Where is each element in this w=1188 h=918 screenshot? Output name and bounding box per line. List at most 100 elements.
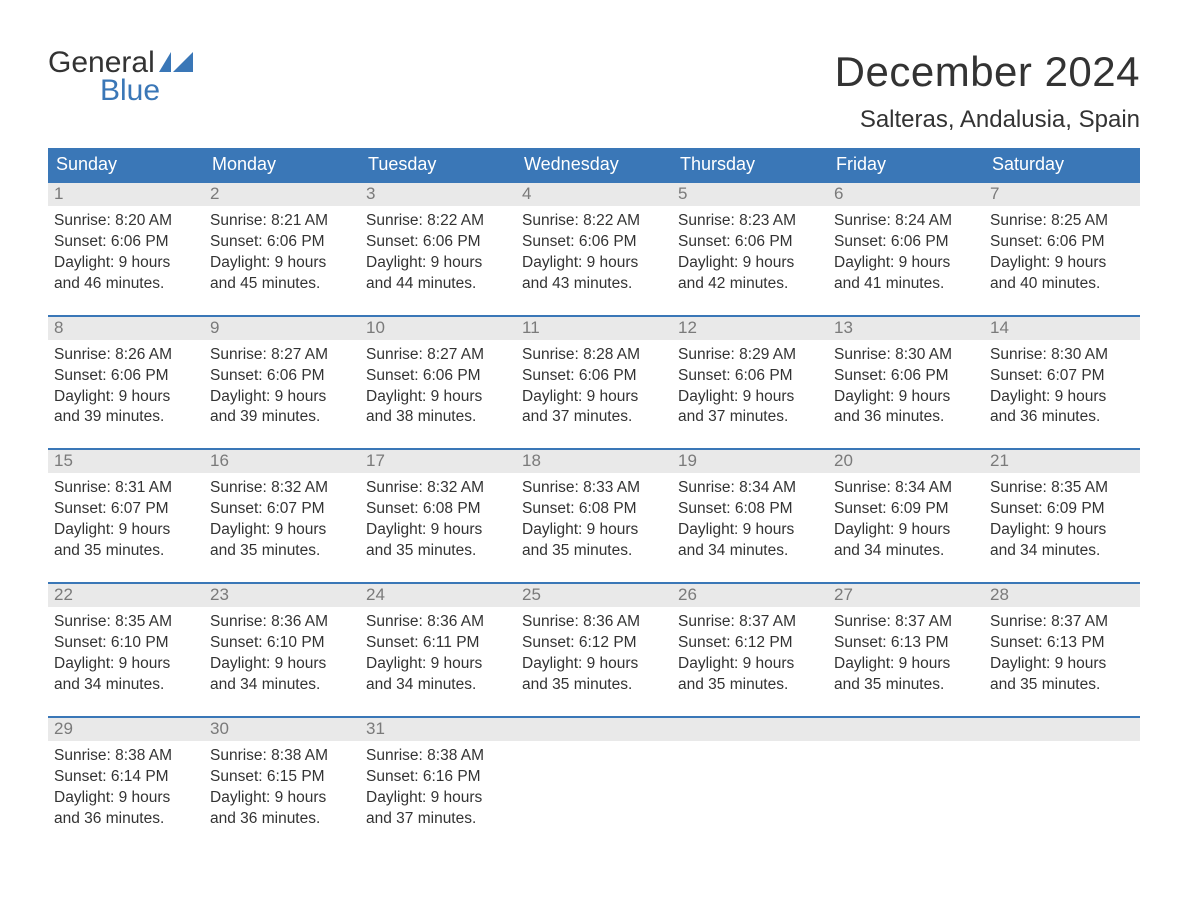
- weekday-sunday: Sunday: [48, 148, 204, 181]
- day-body: Sunrise: 8:21 AMSunset: 6:06 PMDaylight:…: [204, 206, 360, 303]
- daylight-line-2: and 37 minutes.: [678, 407, 822, 428]
- day-body: Sunrise: 8:28 AMSunset: 6:06 PMDaylight:…: [516, 340, 672, 437]
- sunset-text: Sunset: 6:09 PM: [990, 499, 1134, 520]
- sunset-text: Sunset: 6:09 PM: [834, 499, 978, 520]
- daylight-line-1: Daylight: 9 hours: [834, 654, 978, 675]
- sunset-text: Sunset: 6:06 PM: [990, 232, 1134, 253]
- day-number: 3: [360, 183, 516, 206]
- daylight-line-2: and 39 minutes.: [54, 407, 198, 428]
- sunrise-text: Sunrise: 8:36 AM: [210, 612, 354, 633]
- week-row: 1Sunrise: 8:20 AMSunset: 6:06 PMDaylight…: [48, 181, 1140, 303]
- sunrise-text: Sunrise: 8:27 AM: [210, 345, 354, 366]
- daylight-line-2: and 35 minutes.: [522, 541, 666, 562]
- daylight-line-2: and 35 minutes.: [834, 675, 978, 696]
- day-number: 14: [984, 317, 1140, 340]
- daylight-line-1: Daylight: 9 hours: [54, 654, 198, 675]
- daylight-line-1: Daylight: 9 hours: [54, 520, 198, 541]
- sunrise-text: Sunrise: 8:35 AM: [990, 478, 1134, 499]
- flag-icon: [159, 48, 193, 78]
- day-cell: 14Sunrise: 8:30 AMSunset: 6:07 PMDayligh…: [984, 317, 1140, 437]
- day-body: Sunrise: 8:37 AMSunset: 6:12 PMDaylight:…: [672, 607, 828, 704]
- day-cell: 15Sunrise: 8:31 AMSunset: 6:07 PMDayligh…: [48, 450, 204, 570]
- sunset-text: Sunset: 6:07 PM: [210, 499, 354, 520]
- sunrise-text: Sunrise: 8:20 AM: [54, 211, 198, 232]
- sunset-text: Sunset: 6:06 PM: [210, 366, 354, 387]
- daylight-line-1: Daylight: 9 hours: [522, 253, 666, 274]
- day-body: Sunrise: 8:27 AMSunset: 6:06 PMDaylight:…: [204, 340, 360, 437]
- day-cell: [672, 718, 828, 838]
- day-number: 26: [672, 584, 828, 607]
- day-number: 19: [672, 450, 828, 473]
- sunrise-text: Sunrise: 8:37 AM: [834, 612, 978, 633]
- day-cell: 13Sunrise: 8:30 AMSunset: 6:06 PMDayligh…: [828, 317, 984, 437]
- daylight-line-2: and 35 minutes.: [678, 675, 822, 696]
- day-number: 5: [672, 183, 828, 206]
- sunrise-text: Sunrise: 8:38 AM: [366, 746, 510, 767]
- daylight-line-1: Daylight: 9 hours: [990, 253, 1134, 274]
- sunrise-text: Sunrise: 8:22 AM: [366, 211, 510, 232]
- sunrise-text: Sunrise: 8:38 AM: [54, 746, 198, 767]
- sunrise-text: Sunrise: 8:30 AM: [834, 345, 978, 366]
- weekday-header: Sunday Monday Tuesday Wednesday Thursday…: [48, 148, 1140, 181]
- sunset-text: Sunset: 6:06 PM: [834, 232, 978, 253]
- daylight-line-1: Daylight: 9 hours: [210, 387, 354, 408]
- weekday-friday: Friday: [828, 148, 984, 181]
- daylight-line-2: and 46 minutes.: [54, 274, 198, 295]
- sunset-text: Sunset: 6:06 PM: [54, 366, 198, 387]
- daylight-line-1: Daylight: 9 hours: [678, 387, 822, 408]
- sunrise-text: Sunrise: 8:33 AM: [522, 478, 666, 499]
- day-cell: 12Sunrise: 8:29 AMSunset: 6:06 PMDayligh…: [672, 317, 828, 437]
- daylight-line-1: Daylight: 9 hours: [366, 520, 510, 541]
- day-number: 6: [828, 183, 984, 206]
- day-body: Sunrise: 8:35 AMSunset: 6:09 PMDaylight:…: [984, 473, 1140, 570]
- daylight-line-2: and 39 minutes.: [210, 407, 354, 428]
- day-cell: 16Sunrise: 8:32 AMSunset: 6:07 PMDayligh…: [204, 450, 360, 570]
- sunset-text: Sunset: 6:06 PM: [522, 232, 666, 253]
- daylight-line-2: and 34 minutes.: [990, 541, 1134, 562]
- month-title: December 2024: [835, 48, 1140, 96]
- day-cell: 8Sunrise: 8:26 AMSunset: 6:06 PMDaylight…: [48, 317, 204, 437]
- sunset-text: Sunset: 6:10 PM: [54, 633, 198, 654]
- day-number: 21: [984, 450, 1140, 473]
- day-number: 4: [516, 183, 672, 206]
- day-number: [984, 718, 1140, 741]
- daylight-line-2: and 41 minutes.: [834, 274, 978, 295]
- daylight-line-1: Daylight: 9 hours: [54, 253, 198, 274]
- daylight-line-2: and 43 minutes.: [522, 274, 666, 295]
- daylight-line-1: Daylight: 9 hours: [366, 387, 510, 408]
- daylight-line-2: and 37 minutes.: [522, 407, 666, 428]
- weekday-thursday: Thursday: [672, 148, 828, 181]
- day-number: 31: [360, 718, 516, 741]
- day-cell: 26Sunrise: 8:37 AMSunset: 6:12 PMDayligh…: [672, 584, 828, 704]
- day-cell: [828, 718, 984, 838]
- weekday-monday: Monday: [204, 148, 360, 181]
- sunrise-text: Sunrise: 8:37 AM: [990, 612, 1134, 633]
- sunrise-text: Sunrise: 8:26 AM: [54, 345, 198, 366]
- daylight-line-2: and 34 minutes.: [54, 675, 198, 696]
- sunrise-text: Sunrise: 8:32 AM: [366, 478, 510, 499]
- day-number: 7: [984, 183, 1140, 206]
- week-row: 15Sunrise: 8:31 AMSunset: 6:07 PMDayligh…: [48, 448, 1140, 570]
- day-body: [516, 741, 672, 801]
- daylight-line-2: and 34 minutes.: [834, 541, 978, 562]
- daylight-line-1: Daylight: 9 hours: [678, 520, 822, 541]
- sunrise-text: Sunrise: 8:35 AM: [54, 612, 198, 633]
- daylight-line-1: Daylight: 9 hours: [834, 520, 978, 541]
- sunset-text: Sunset: 6:06 PM: [678, 232, 822, 253]
- day-cell: 20Sunrise: 8:34 AMSunset: 6:09 PMDayligh…: [828, 450, 984, 570]
- day-body: Sunrise: 8:27 AMSunset: 6:06 PMDaylight:…: [360, 340, 516, 437]
- day-number: 9: [204, 317, 360, 340]
- daylight-line-1: Daylight: 9 hours: [990, 654, 1134, 675]
- daylight-line-1: Daylight: 9 hours: [990, 387, 1134, 408]
- sunset-text: Sunset: 6:07 PM: [990, 366, 1134, 387]
- sunrise-text: Sunrise: 8:27 AM: [366, 345, 510, 366]
- sunset-text: Sunset: 6:13 PM: [834, 633, 978, 654]
- daylight-line-1: Daylight: 9 hours: [366, 654, 510, 675]
- day-body: Sunrise: 8:31 AMSunset: 6:07 PMDaylight:…: [48, 473, 204, 570]
- day-number: 16: [204, 450, 360, 473]
- day-number: 23: [204, 584, 360, 607]
- day-number: 2: [204, 183, 360, 206]
- day-body: Sunrise: 8:38 AMSunset: 6:16 PMDaylight:…: [360, 741, 516, 838]
- day-number: 1: [48, 183, 204, 206]
- day-number: 25: [516, 584, 672, 607]
